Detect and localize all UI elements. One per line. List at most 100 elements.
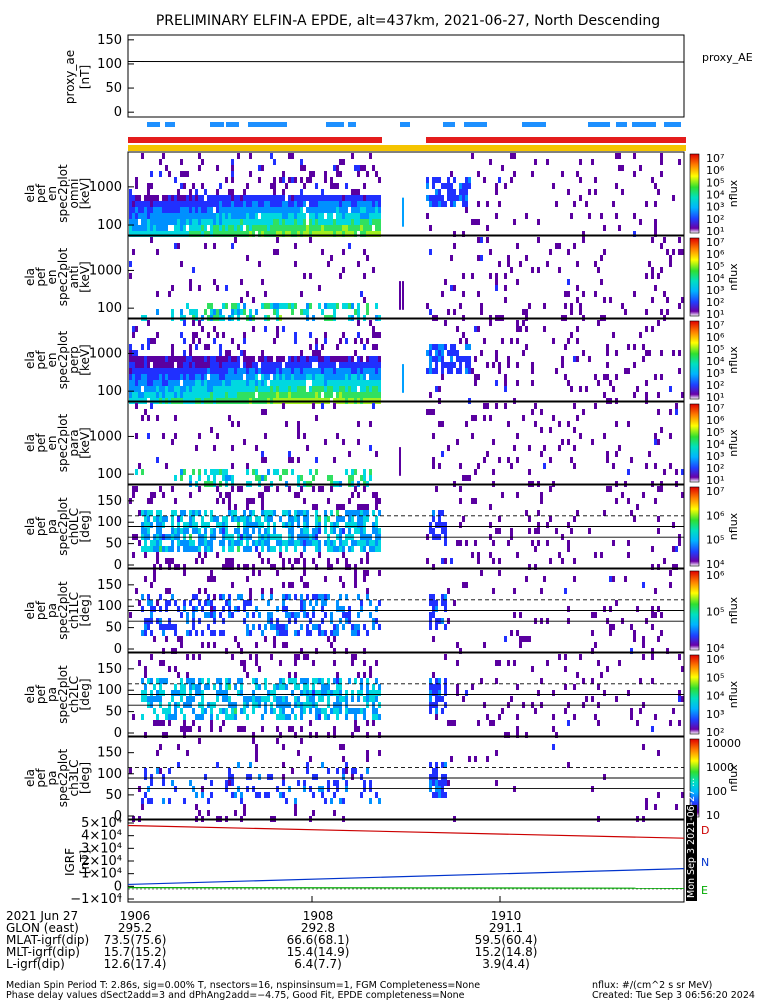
spectrogram-cell: [138, 380, 141, 386]
spectrogram-cell: [294, 732, 297, 738]
spectrogram-cell: [297, 750, 300, 756]
spectrogram-cell: [360, 380, 363, 386]
spectrogram-cell: [345, 362, 348, 368]
spectrogram-cell: [345, 338, 348, 344]
spectrogram-cells: [129, 153, 681, 237]
spectrogram-cell: [678, 350, 681, 356]
spectrogram-cell: [171, 486, 174, 492]
spectrogram-cell: [603, 510, 606, 516]
spectrogram-cell: [432, 409, 435, 415]
spectrogram-cell: [435, 356, 438, 362]
spectrogram-cell: [162, 630, 165, 636]
spectrogram-cell: [360, 522, 363, 528]
spectrogram-cell: [330, 708, 333, 714]
spectrogram-cell: [288, 207, 291, 213]
spectrogram-cell: [672, 708, 675, 714]
spectrogram-cell: [228, 594, 231, 600]
spectrogram-cell: [330, 642, 333, 648]
spectrogram-cell: [183, 320, 186, 326]
spectrogram-cell: [258, 207, 261, 213]
panel-ylabel: ela: [23, 268, 37, 286]
spectrogram-cell: [435, 690, 438, 696]
spectrogram-cell: [333, 207, 336, 213]
spectrogram-cell: [351, 356, 354, 362]
spectrogram-cell: [372, 374, 375, 380]
spectrogram-cell: [486, 201, 489, 207]
spectrogram-cell: [171, 714, 174, 720]
spectrogram-cell: [456, 690, 459, 696]
spectrogram-cell: [270, 392, 273, 398]
spectrogram-cell: [162, 380, 165, 386]
spectrogram-cell: [522, 350, 525, 356]
spectrogram-cell: [348, 303, 351, 309]
spectrogram-cell: [276, 368, 279, 374]
spectrogram-cell: [264, 486, 267, 492]
spectrogram-cell: [270, 708, 273, 714]
spectrogram-cell: [603, 606, 606, 612]
spectrogram-cell: [438, 792, 441, 798]
spectrogram-cell: [240, 486, 243, 492]
spectrogram-cell: [432, 774, 435, 780]
spectrogram-cell: [177, 219, 180, 225]
spectrogram-cell: [174, 225, 177, 231]
spectrogram-cell: [561, 558, 564, 564]
spectrogram-cell: [276, 309, 279, 315]
colorbar-tick: 10000: [706, 737, 741, 750]
spectrogram-cell: [144, 368, 147, 374]
panel-ylabel: pef: [34, 433, 48, 453]
spectrogram-cell: [282, 792, 285, 798]
spectrogram-cell: [186, 612, 189, 618]
spectrogram-cell: [531, 666, 534, 672]
spectrogram-cell: [375, 368, 378, 374]
spectrogram-cell: [495, 403, 498, 409]
spectrogram-cell: [600, 255, 603, 261]
spectrogram-cell: [177, 522, 180, 528]
spectrogram-cell: [462, 696, 465, 702]
spectrogram-cell: [144, 516, 147, 522]
spectrogram-cell: [621, 303, 624, 309]
spectrogram-cell: [255, 368, 258, 374]
spectrogram-cell: [330, 213, 333, 219]
spectrogram-cell: [147, 207, 150, 213]
spectrogram-cell: [225, 780, 228, 786]
spectrogram-cell: [369, 469, 372, 475]
spectrogram-cell: [234, 504, 237, 510]
proxy-ae-ytick: 50: [105, 81, 122, 96]
spectrogram-cell: [159, 486, 162, 492]
spectrogram-cell: [345, 183, 348, 189]
spectrogram-cell: [660, 153, 663, 159]
spectrogram-cell: [609, 486, 612, 492]
spectrogram-cell: [195, 189, 198, 195]
colorbar-tick: 10⁶: [706, 414, 725, 427]
spectrogram-cell: [279, 660, 282, 666]
spectrogram-cell: [465, 195, 468, 201]
spectrogram-cell: [159, 690, 162, 696]
spectrogram-cell: [132, 552, 135, 558]
spectrogram-cell: [192, 546, 195, 552]
spectrogram-cell: [174, 380, 177, 386]
spectrogram-cell: [504, 380, 507, 386]
spectrogram-cell: [435, 780, 438, 786]
spectrogram-cell: [180, 368, 183, 374]
spectrogram-cell: [219, 356, 222, 362]
spectrogram-cell: [354, 708, 357, 714]
spectrogram-cell: [183, 564, 186, 570]
spectrogram-cell: [378, 213, 381, 219]
spectrogram-cell: [297, 558, 300, 564]
spectrogram-cell: [189, 279, 192, 285]
colorbar-tick: 10⁶: [706, 509, 725, 522]
panel-ylabel: en: [45, 353, 59, 368]
spectrogram-cell: [288, 672, 291, 678]
spectrogram-cell: [270, 368, 273, 374]
spectrogram-cell: [180, 642, 183, 648]
spectrogram-cell: [675, 409, 678, 415]
spectrogram-cell: [174, 528, 177, 534]
spectrogram-cell: [297, 225, 300, 231]
spectrogram-cell: [213, 195, 216, 201]
spectrogram-cell: [255, 750, 258, 756]
colorbar-tick: 10³: [706, 284, 724, 297]
spectrogram-cell: [375, 356, 378, 362]
spectrogram-cell: [285, 380, 288, 386]
spectrogram-cell: [240, 219, 243, 225]
spectrogram-cell: [228, 540, 231, 546]
